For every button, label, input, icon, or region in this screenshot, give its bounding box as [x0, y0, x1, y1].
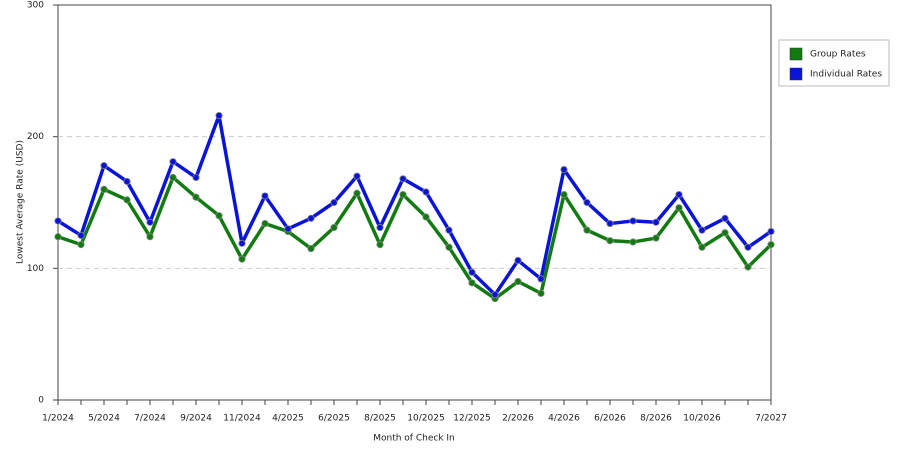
- legend-label: Group Rates: [810, 50, 866, 60]
- legend-swatch: [789, 67, 803, 81]
- y-tick-label: 200: [27, 132, 44, 142]
- data-point: [146, 218, 154, 226]
- data-point: [675, 204, 683, 212]
- data-point: [123, 196, 131, 204]
- x-axis-label: Month of Check In: [373, 434, 455, 444]
- data-point: [629, 238, 637, 246]
- legend-swatch: [789, 47, 803, 61]
- y-tick-label: 100: [27, 264, 44, 274]
- data-point: [330, 223, 338, 232]
- x-tick-label: 8/2026: [640, 414, 672, 424]
- data-point: [514, 277, 522, 286]
- data-point: [399, 191, 407, 199]
- data-point: [192, 173, 200, 182]
- x-tick-label: 8/2025: [364, 414, 396, 424]
- data-point: [744, 243, 752, 251]
- x-tick-label: 4/2025: [272, 414, 304, 424]
- x-tick-label: 7/2027: [755, 414, 787, 424]
- data-point: [652, 234, 660, 242]
- x-tick-label: 10/2026: [683, 414, 721, 424]
- data-point: [698, 243, 706, 251]
- data-point: [146, 233, 154, 241]
- data-point: [606, 219, 614, 228]
- data-point: [123, 177, 131, 186]
- legend-label: Individual Rates: [810, 70, 882, 80]
- x-tick-label: 2/2026: [502, 414, 534, 424]
- data-point: [445, 243, 453, 251]
- x-tick-label: 12/2025: [453, 414, 490, 424]
- y-tick-label: 300: [27, 1, 44, 11]
- x-tick-label: 5/2024: [88, 414, 120, 424]
- data-point: [422, 213, 430, 221]
- data-point: [307, 244, 315, 253]
- x-tick-label: 10/2025: [407, 414, 444, 424]
- series-line: [57, 175, 773, 301]
- data-point: [491, 291, 499, 299]
- data-point: [468, 279, 476, 287]
- data-point: [238, 239, 246, 247]
- data-point: [560, 165, 568, 174]
- y-axis-label: Lowest Average Rate (USD): [16, 140, 26, 264]
- data-point: [215, 212, 223, 220]
- data-point: [353, 172, 361, 180]
- data-point: [445, 226, 453, 234]
- data-point: [330, 198, 338, 207]
- data-point: [606, 237, 614, 245]
- data-point: [376, 241, 384, 249]
- data-point: [261, 192, 269, 200]
- plot-frame: [57, 4, 772, 401]
- data-point: [192, 193, 200, 201]
- data-point: [215, 112, 223, 120]
- data-point: [767, 241, 775, 249]
- data-point: [77, 241, 85, 249]
- data-point: [169, 158, 177, 166]
- data-point: [583, 198, 591, 207]
- data-point: [77, 231, 85, 240]
- x-tick-label: 9/2024: [180, 414, 212, 424]
- y-tick-label: 0: [38, 396, 44, 406]
- data-point: [468, 268, 476, 276]
- data-point: [353, 189, 361, 197]
- data-point: [652, 218, 660, 226]
- x-tick-label: 6/2026: [594, 414, 626, 424]
- data-point: [100, 185, 108, 193]
- x-tick-label: 1/2024: [42, 414, 74, 424]
- data-point: [54, 217, 62, 225]
- data-point: [583, 226, 591, 234]
- data-point: [261, 219, 269, 228]
- x-tick-label: 4/2026: [548, 414, 580, 424]
- data-point: [560, 191, 568, 199]
- data-point: [54, 233, 62, 241]
- x-tick-label: 7/2024: [134, 414, 166, 424]
- x-tick-label: 6/2025: [318, 414, 350, 424]
- data-point: [698, 226, 706, 234]
- data-point: [629, 217, 637, 225]
- data-point: [284, 225, 292, 233]
- data-point: [721, 229, 729, 237]
- x-tick-label: 11/2024: [223, 414, 261, 424]
- data-point: [537, 289, 545, 297]
- data-point: [675, 191, 683, 199]
- data-point: [514, 256, 522, 265]
- data-point: [238, 255, 246, 263]
- data-point: [399, 175, 407, 183]
- data-point: [744, 263, 752, 271]
- data-point: [422, 188, 430, 196]
- data-point: [767, 227, 775, 236]
- data-point: [307, 214, 315, 222]
- data-point: [721, 214, 729, 222]
- data-point: [537, 275, 545, 283]
- data-point: [376, 223, 384, 232]
- data-point: [169, 173, 177, 182]
- series-line: [57, 113, 772, 297]
- data-point: [100, 162, 108, 170]
